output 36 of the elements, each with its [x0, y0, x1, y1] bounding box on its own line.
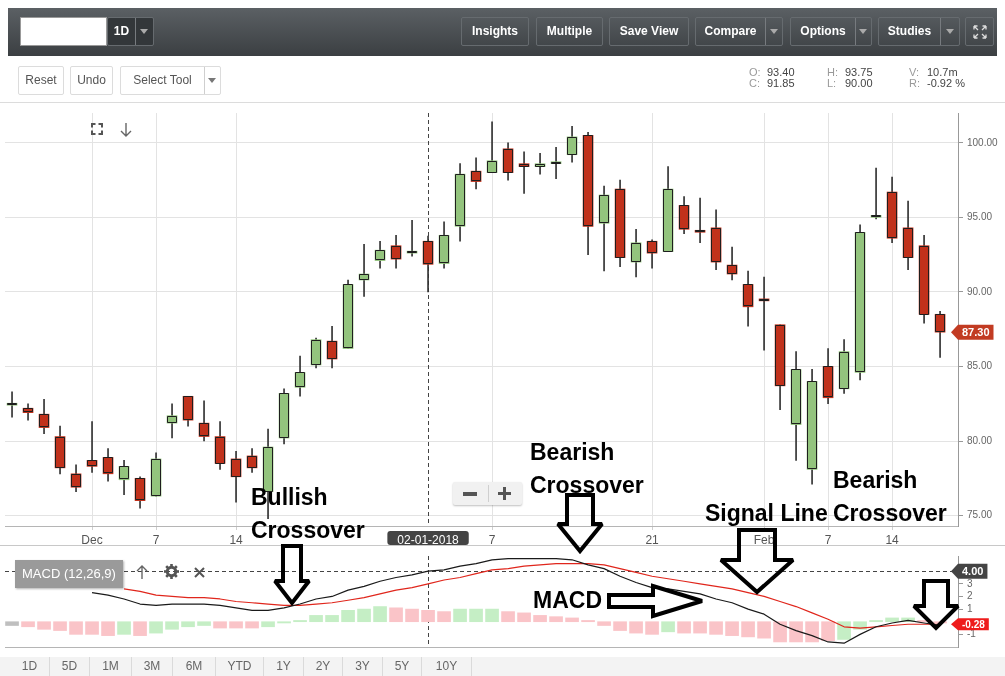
text: 1D	[112, 23, 131, 40]
y-tick-label: 100.00	[967, 136, 999, 148]
x-tick-label: Dec	[81, 532, 103, 547]
text: C: 91.85	[749, 77, 795, 90]
text: O: 93.40	[749, 66, 795, 79]
text: L: 90.00	[827, 77, 873, 90]
x-tick-label: 7	[824, 532, 832, 547]
x-tick-label: 14	[229, 532, 244, 547]
text: Options	[799, 23, 847, 40]
x-tick-label: 02-01-2018	[397, 532, 460, 547]
text: 87.30	[962, 325, 990, 338]
text: H: 93.75	[827, 66, 873, 79]
y-tick-label: 2	[967, 590, 973, 602]
y-tick-label: 3	[967, 577, 973, 589]
annotation: MACD	[533, 586, 602, 615]
y-tick-label: 90.00	[967, 285, 993, 297]
y-tick-label: 80.00	[967, 434, 993, 446]
annotation: Signal Line	[705, 499, 828, 528]
x-tick-label: 14	[885, 532, 900, 547]
y-tick-label: 1	[967, 602, 973, 614]
y-tick-label: 75.00	[967, 509, 993, 521]
text: -0.28	[962, 618, 986, 630]
text: Compare	[703, 23, 758, 40]
annotation: Bearish Crossover	[833, 466, 948, 528]
annotation: Bearish Crossover	[530, 438, 645, 500]
x-tick-label: 7	[152, 532, 160, 547]
text: V: 10.7m	[909, 66, 958, 79]
text: MACD (12,26,9)	[15, 560, 123, 588]
x-tick-label: 7	[488, 532, 496, 547]
text: R: -0.92 %	[909, 77, 965, 90]
y-tick-label: 95.00	[967, 211, 993, 223]
text: Studies	[886, 23, 933, 40]
text: Select Tool	[132, 72, 193, 89]
x-tick-label: 21	[645, 532, 660, 547]
ref-line-label: 4.00	[961, 564, 984, 577]
y-tick-label: 85.00	[967, 360, 993, 372]
